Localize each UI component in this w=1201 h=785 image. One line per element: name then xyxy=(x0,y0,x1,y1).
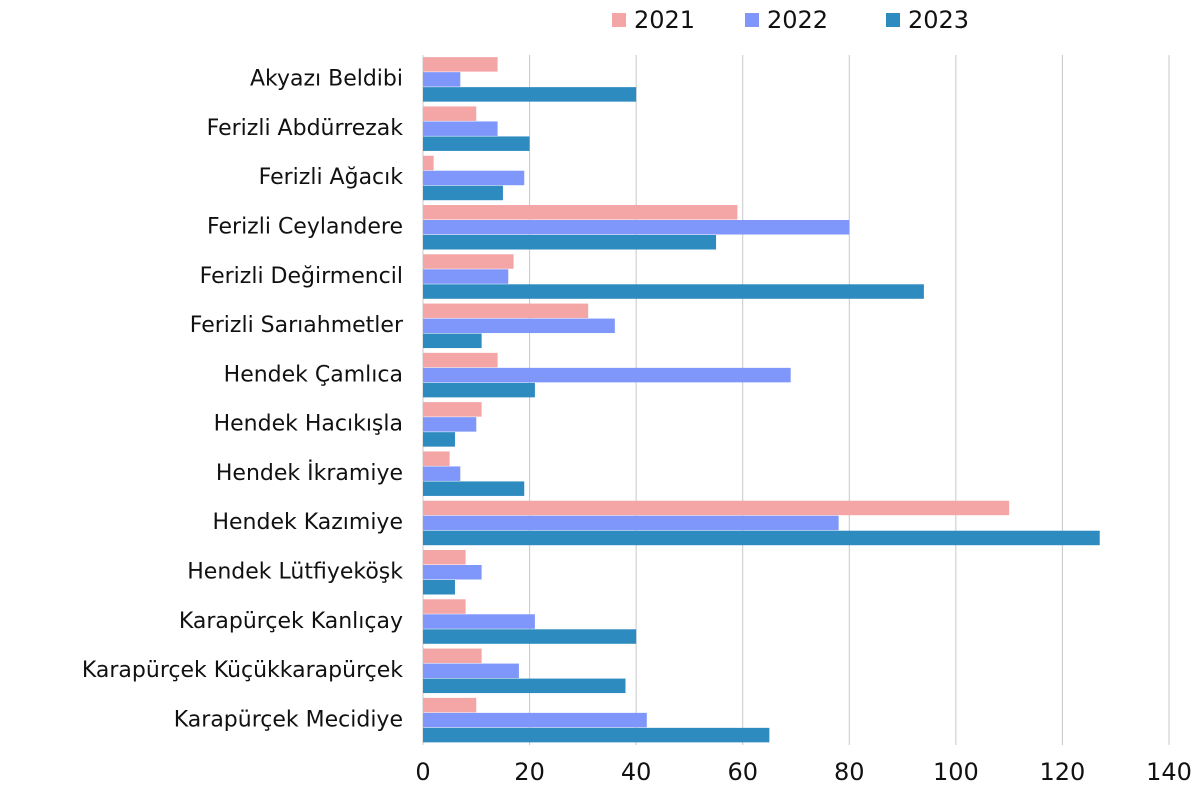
bar xyxy=(423,550,466,565)
x-tick-label: 80 xyxy=(834,758,865,785)
bar xyxy=(423,515,839,531)
bar xyxy=(423,629,637,644)
bar xyxy=(423,727,770,743)
bar xyxy=(423,57,498,72)
category-label: Hendek Lütfiyeköşk xyxy=(187,560,403,585)
category-label: Ferizli Sarıahmetler xyxy=(190,313,404,338)
category-label: Karapürçek Mecidiye xyxy=(174,707,403,732)
bar xyxy=(423,170,525,186)
category-label: Karapürçek Kanlıçay xyxy=(179,609,403,634)
bar xyxy=(423,333,482,349)
bar xyxy=(423,565,482,580)
x-tick-label: 120 xyxy=(1040,758,1086,785)
bar xyxy=(423,614,535,629)
legend-swatch xyxy=(745,13,759,27)
bar xyxy=(423,500,1010,516)
bar xyxy=(423,155,434,171)
category-label: Hendek Kazımiye xyxy=(212,510,403,535)
bar xyxy=(423,303,589,319)
bar xyxy=(423,432,455,447)
bar xyxy=(423,678,626,694)
category-label: Ferizli Ceylandere xyxy=(207,215,403,240)
bar xyxy=(423,205,738,220)
bar xyxy=(423,269,509,284)
legend-label: 2021 xyxy=(634,6,695,34)
bar xyxy=(423,87,637,102)
category-label: Ferizli Ağacık xyxy=(259,165,404,190)
bar xyxy=(423,382,535,398)
x-tick-label: 100 xyxy=(933,758,979,785)
bar xyxy=(423,254,514,269)
x-tick-label: 0 xyxy=(415,758,430,785)
bar xyxy=(423,352,498,368)
bar xyxy=(423,466,461,481)
bar xyxy=(423,663,519,679)
x-tick-label: 20 xyxy=(514,758,545,785)
bar xyxy=(423,417,477,432)
legend-label: 2023 xyxy=(908,6,969,34)
legend-swatch xyxy=(886,13,900,27)
bar xyxy=(423,530,1100,546)
category-label: Hendek Çamlıca xyxy=(224,362,403,387)
bar xyxy=(423,580,455,595)
bar xyxy=(423,136,530,151)
bar xyxy=(423,712,647,728)
bar xyxy=(423,106,477,121)
category-label: Ferizli Değirmencil xyxy=(200,264,403,289)
category-label: Ferizli Abdürrezak xyxy=(207,116,404,141)
category-label: Karapürçek Küçükkarapürçek xyxy=(82,658,403,683)
category-label: Akyazı Beldibi xyxy=(250,67,403,92)
category-label: Hendek İkramiye xyxy=(216,460,403,486)
bar xyxy=(423,220,850,235)
x-tick-label: 140 xyxy=(1146,758,1192,785)
bar xyxy=(423,402,482,417)
legend-label: 2022 xyxy=(767,6,828,34)
bar xyxy=(423,284,924,299)
category-label: Hendek Hacıkışla xyxy=(214,412,403,437)
bar xyxy=(423,599,466,614)
bar xyxy=(423,451,450,466)
bar xyxy=(423,121,498,136)
bar xyxy=(423,72,461,87)
legend-swatch xyxy=(612,13,626,27)
bar xyxy=(423,185,503,201)
bar xyxy=(423,235,717,250)
bar xyxy=(423,697,477,713)
bar xyxy=(423,481,525,496)
bar xyxy=(423,648,482,664)
bar xyxy=(423,367,791,383)
x-tick-label: 40 xyxy=(621,758,652,785)
x-tick-label: 60 xyxy=(727,758,758,785)
bar xyxy=(423,318,615,334)
